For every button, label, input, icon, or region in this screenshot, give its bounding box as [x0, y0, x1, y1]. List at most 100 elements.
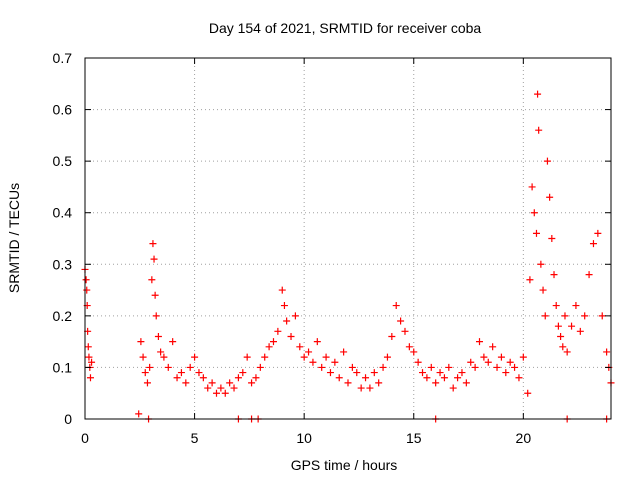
data-point [440, 374, 448, 382]
data-point [427, 363, 435, 371]
data-point [532, 229, 540, 237]
data-point [340, 348, 348, 356]
chart-title: Day 154 of 2021, SRMTID for receiver cob… [209, 20, 482, 36]
data-point [326, 369, 334, 377]
x-tick-label: 0 [81, 430, 89, 446]
data-point [182, 379, 190, 387]
data-point [489, 343, 497, 351]
data-point [423, 374, 431, 382]
data-point [154, 332, 162, 340]
data-point [173, 374, 181, 382]
data-point [164, 363, 172, 371]
data-point [252, 374, 260, 382]
data-point [432, 379, 440, 387]
data-point [484, 358, 492, 366]
data-point [362, 374, 370, 382]
data-point [195, 369, 203, 377]
data-point [221, 389, 229, 397]
data-point [546, 193, 554, 201]
data-point [467, 358, 475, 366]
data-point [335, 374, 343, 382]
data-point [388, 332, 396, 340]
y-tick-label: 0.4 [53, 205, 73, 221]
data-point [594, 229, 602, 237]
x-tick-label: 20 [516, 430, 532, 446]
data-point [589, 240, 597, 248]
y-tick-label: 0.3 [53, 256, 73, 272]
data-point [530, 209, 538, 217]
data-point [537, 260, 545, 268]
data-point [296, 343, 304, 351]
data-point [300, 353, 308, 361]
data-point [322, 353, 330, 361]
data-point [305, 348, 313, 356]
data-point [576, 327, 584, 335]
data-point [561, 312, 569, 320]
data-point [139, 353, 147, 361]
data-point [392, 302, 400, 310]
data-point [265, 343, 273, 351]
data-point [226, 379, 234, 387]
data-point [150, 255, 158, 263]
plot-frame [84, 57, 612, 420]
data-point [436, 369, 444, 377]
data-point [146, 363, 154, 371]
data-point [256, 363, 264, 371]
data-point [524, 389, 532, 397]
data-point [344, 379, 352, 387]
data-point [519, 353, 527, 361]
y-axis-label: SRMTID / TECUs [6, 183, 22, 293]
data-point [419, 369, 427, 377]
data-point [557, 332, 565, 340]
data-point [291, 312, 299, 320]
data-point [502, 369, 510, 377]
x-tick-label: 15 [406, 430, 422, 446]
data-point [476, 338, 483, 346]
data-point [248, 379, 256, 387]
data-point [269, 338, 277, 346]
x-axis-label: GPS time / hours [291, 457, 398, 473]
data-point [83, 286, 91, 294]
data-point [318, 363, 326, 371]
data-point [283, 317, 291, 325]
data-point [357, 384, 365, 392]
data-point [143, 379, 151, 387]
data-point [287, 332, 295, 340]
data-point [506, 358, 514, 366]
axes: 0 5 10 15 20 0 0.1 0.2 0.3 0.4 0.5 0.6 0.7 [53, 50, 611, 446]
data-point [84, 343, 92, 351]
data-point [563, 348, 571, 356]
data-point [397, 317, 405, 325]
data-point [603, 348, 611, 356]
data-point [541, 312, 549, 320]
data-point [152, 312, 160, 320]
data-point [572, 302, 580, 310]
data-point [160, 353, 168, 361]
data-point [383, 353, 391, 361]
data-point [353, 369, 361, 377]
data-point [82, 276, 90, 284]
data-point [148, 276, 156, 284]
data-point [169, 338, 177, 346]
data-point [497, 353, 505, 361]
data-point [348, 363, 356, 371]
data-point [598, 312, 606, 320]
data-point [535, 126, 543, 134]
data-point [217, 384, 225, 392]
data-point [458, 369, 466, 377]
data-point [331, 358, 339, 366]
y-tick-label: 0 [64, 411, 72, 427]
data-point [280, 302, 288, 310]
data-point [550, 271, 558, 279]
data-point [375, 379, 383, 387]
data-point [552, 302, 560, 310]
y-tick-label: 0.1 [53, 359, 73, 375]
data-point [177, 369, 185, 377]
data-point [230, 384, 238, 392]
data-point [559, 343, 567, 351]
data-point [511, 363, 519, 371]
data-point [213, 389, 220, 397]
data-point [379, 363, 387, 371]
data-point [548, 235, 556, 242]
